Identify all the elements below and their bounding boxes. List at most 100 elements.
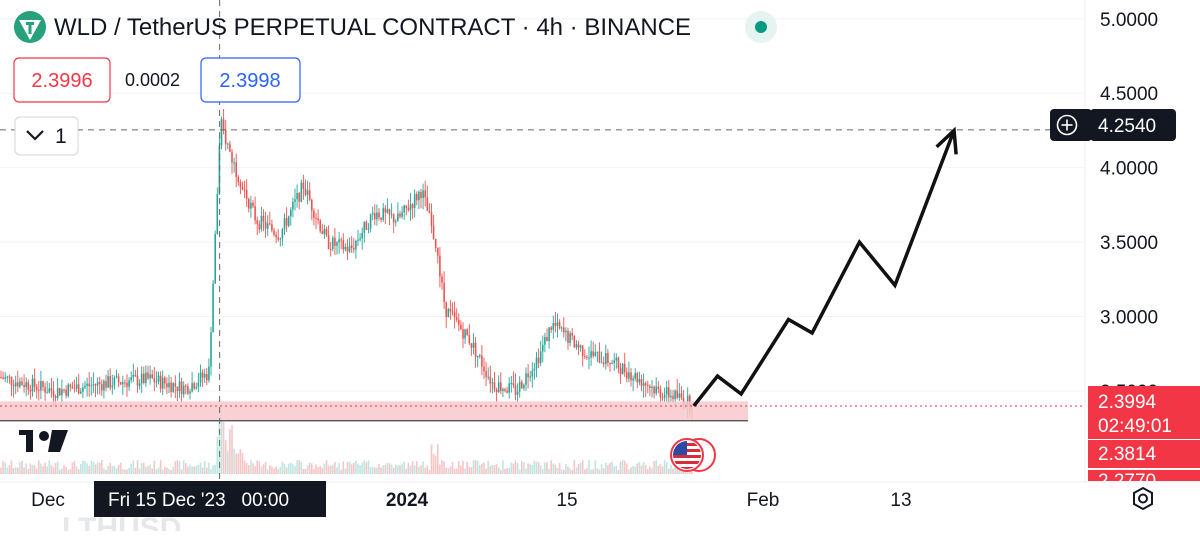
candle-body <box>363 221 366 233</box>
volume-bar <box>128 467 130 474</box>
candle-body <box>126 382 128 387</box>
candle-body <box>14 382 17 387</box>
indicators-toggle-button[interactable]: 1 <box>14 116 79 156</box>
volume-bar <box>647 469 649 474</box>
candle-body <box>376 212 378 220</box>
candle-body <box>59 388 61 396</box>
candle-body <box>565 330 567 333</box>
symbol-header[interactable]: WLD / TetherUS PERPETUAL CONTRACT · 4h ·… <box>14 11 777 43</box>
volume-bar <box>611 461 613 474</box>
volume-bar <box>8 465 11 474</box>
volume-bar <box>258 461 261 474</box>
volume-bar <box>508 467 510 474</box>
candle-body <box>128 380 130 387</box>
volume-bar <box>598 469 601 474</box>
candle-body <box>399 213 401 217</box>
candle-body <box>485 371 487 377</box>
bid-button[interactable]: 2.3996 <box>13 57 111 103</box>
ask-button[interactable]: 2.3998 <box>200 57 301 103</box>
candle-body <box>94 384 97 386</box>
candle-body <box>292 201 294 210</box>
time-tick-label: Dec <box>31 490 65 511</box>
candle-body <box>197 382 200 387</box>
candle-body <box>663 394 666 398</box>
volume-bar <box>313 468 315 474</box>
volume-bar <box>548 468 550 474</box>
volume-bar <box>304 468 307 474</box>
volume-bar <box>491 464 494 474</box>
candle-body <box>397 213 399 222</box>
candle-body <box>84 385 86 388</box>
volume-bar <box>418 466 420 474</box>
time-tick-label: 15 <box>556 490 577 511</box>
candle-body <box>63 389 65 391</box>
volume-bar <box>542 469 544 474</box>
volume-bar <box>279 466 282 474</box>
candle-body <box>409 204 412 211</box>
volume-bar <box>638 461 641 474</box>
crosshair-price-label[interactable]: 4.2540 <box>1050 109 1176 141</box>
time-tick-label: 2024 <box>386 490 429 511</box>
candle-body <box>329 248 332 250</box>
us-flag-events-icon[interactable] <box>670 438 716 472</box>
candle-body <box>231 151 233 163</box>
candle-body <box>73 388 76 390</box>
candle-body <box>149 374 151 379</box>
volume-bar <box>2 461 4 474</box>
volume-bar <box>82 460 84 474</box>
candle-body <box>33 378 36 387</box>
volume-bar <box>453 469 456 474</box>
candle-body <box>500 382 502 391</box>
candle-body <box>29 389 32 392</box>
settings-gear-icon[interactable] <box>1133 486 1153 511</box>
candle-body <box>40 381 42 391</box>
volume-bar <box>649 466 651 474</box>
volume-bar <box>493 465 496 474</box>
volume-bar <box>367 460 370 474</box>
volume-bar <box>229 429 231 474</box>
candle-body <box>222 119 225 130</box>
time-axis[interactable]: Dec 2024 15 Feb 13 <box>31 490 911 511</box>
volume-bar <box>382 465 384 474</box>
volume-bar <box>460 465 462 474</box>
volume-bar <box>413 465 416 474</box>
volume-bar <box>254 466 256 474</box>
volume-bar <box>170 469 172 474</box>
volume-bar <box>122 468 124 474</box>
volume-bar <box>306 465 309 474</box>
volume-bar <box>210 469 212 474</box>
volume-bar <box>386 462 389 474</box>
volume-bar <box>506 468 508 474</box>
candle-body <box>327 235 330 249</box>
candle-body <box>23 384 25 388</box>
symbol-title[interactable]: WLD / TetherUS PERPETUAL CONTRACT · 4h ·… <box>54 14 691 41</box>
candle-body <box>453 312 456 318</box>
candle-body <box>145 372 147 383</box>
volume-bar <box>52 467 55 474</box>
crosshair-time-text: Fri 15 Dec '23 00:00 <box>108 490 289 511</box>
volume-bar <box>554 464 557 474</box>
candle-body <box>546 337 548 342</box>
volume-bar <box>474 460 477 474</box>
candle-body <box>153 378 156 383</box>
candle-body <box>382 208 384 220</box>
volume-bar <box>434 455 437 474</box>
volume-bar <box>4 462 6 474</box>
volume-bar <box>143 462 145 474</box>
volume-bar <box>481 463 483 474</box>
candle-body <box>0 377 2 379</box>
tradingview-logo[interactable] <box>19 430 68 452</box>
plus-circle-icon[interactable] <box>1056 114 1078 136</box>
volume-bar <box>6 467 9 474</box>
candle-body <box>594 352 597 356</box>
candle-body <box>269 223 271 225</box>
volume-bar <box>124 469 126 474</box>
volume-bar <box>476 460 479 474</box>
volume-bar <box>325 460 328 474</box>
volume-bar <box>61 468 63 474</box>
volume-bar <box>363 460 366 474</box>
candle-body <box>649 386 651 388</box>
volume-bar <box>443 461 445 474</box>
candle-body <box>277 237 279 240</box>
